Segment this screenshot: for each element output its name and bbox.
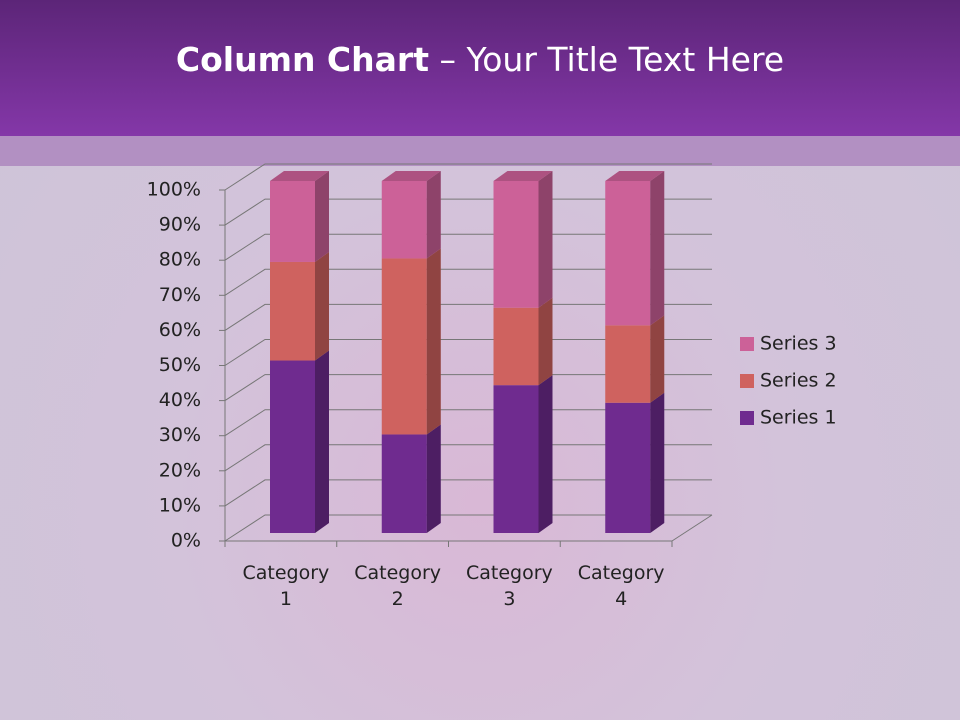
bar-top	[381, 171, 441, 181]
bar	[381, 181, 427, 259]
grid-line	[224, 303, 712, 331]
y-tick-label: 30%	[159, 424, 201, 446]
y-tick-label: 50%	[159, 354, 201, 376]
legend-label: Series 3	[760, 333, 837, 355]
bar-side-shade	[315, 171, 329, 262]
legend-swatch	[740, 374, 754, 388]
bar	[605, 402, 651, 533]
y-tick-label: 80%	[159, 249, 201, 271]
x-tick-label: Category 2	[354, 562, 442, 610]
bar	[270, 181, 315, 262]
bar-side-shade	[426, 248, 441, 435]
bar	[381, 434, 427, 533]
y-tick-label: 70%	[159, 284, 201, 306]
slide-title: Column Chart – Your Title Text Here	[0, 40, 960, 79]
header-band	[0, 136, 960, 166]
grid-line	[224, 479, 712, 507]
y-tick-label: 0%	[171, 530, 201, 552]
bar-side	[650, 315, 665, 403]
bar-top-shade	[493, 171, 553, 181]
bar	[381, 258, 427, 435]
floor-edge	[671, 514, 713, 542]
bar-top	[605, 171, 665, 181]
bar	[270, 261, 315, 361]
bar-side-shade	[315, 251, 329, 361]
bar	[605, 181, 651, 326]
title-rest: – Your Title Text Here	[439, 40, 785, 79]
bar-side	[426, 424, 441, 533]
legend-swatch	[740, 337, 754, 351]
y-tick-label: 100%	[147, 179, 201, 201]
bar-side-shade	[538, 297, 553, 386]
grid-line	[224, 374, 712, 402]
grid-line	[224, 233, 712, 261]
bar-top	[270, 171, 329, 181]
bar	[605, 325, 651, 403]
bar	[270, 360, 315, 533]
bar-side	[650, 392, 665, 533]
bar	[493, 181, 539, 308]
bar-side	[538, 375, 553, 533]
bar-side-shade	[650, 171, 665, 326]
bar-side	[315, 251, 329, 361]
bar-side	[538, 297, 553, 386]
bar-side	[315, 171, 329, 262]
bar-side	[650, 171, 665, 326]
bar-side	[426, 248, 441, 435]
grid-line	[224, 163, 712, 191]
bar-top-shade	[605, 171, 665, 181]
grid-line	[224, 409, 712, 437]
bar-side	[315, 350, 329, 533]
bar-top-shade	[270, 171, 329, 181]
bar-side	[538, 171, 553, 308]
grid-line	[224, 444, 712, 472]
bar	[493, 385, 539, 533]
header	[0, 0, 960, 136]
legend-swatch	[740, 411, 754, 425]
grid-line	[224, 198, 712, 226]
bar-side-shade	[650, 392, 665, 533]
legend-label: Series 2	[760, 370, 837, 392]
x-tick-label: Category 4	[577, 562, 665, 610]
bar-top	[493, 171, 553, 181]
bar-side	[426, 171, 441, 259]
y-tick-label: 90%	[159, 214, 201, 236]
y-tick-label: 10%	[159, 494, 201, 516]
bar-side-shade	[538, 375, 553, 533]
x-tick-label: Category 1	[242, 562, 330, 610]
bar-top-shade	[381, 171, 441, 181]
legend-label: Series 1	[760, 407, 837, 429]
bar-side-shade	[538, 171, 553, 308]
grid-line	[224, 514, 712, 542]
grid-line	[224, 339, 712, 366]
grid-line	[224, 268, 712, 296]
title-bold: Column Chart	[175, 40, 429, 79]
bar-side-shade	[650, 315, 665, 403]
y-tick-label: 40%	[159, 389, 201, 411]
y-tick-label: 20%	[159, 459, 201, 481]
bar-side-shade	[426, 171, 441, 259]
bar	[493, 307, 539, 386]
x-tick-label: Category 3	[465, 562, 553, 610]
y-tick-label: 60%	[159, 319, 201, 341]
bar-side-shade	[315, 350, 329, 533]
bar-side-shade	[426, 424, 441, 533]
